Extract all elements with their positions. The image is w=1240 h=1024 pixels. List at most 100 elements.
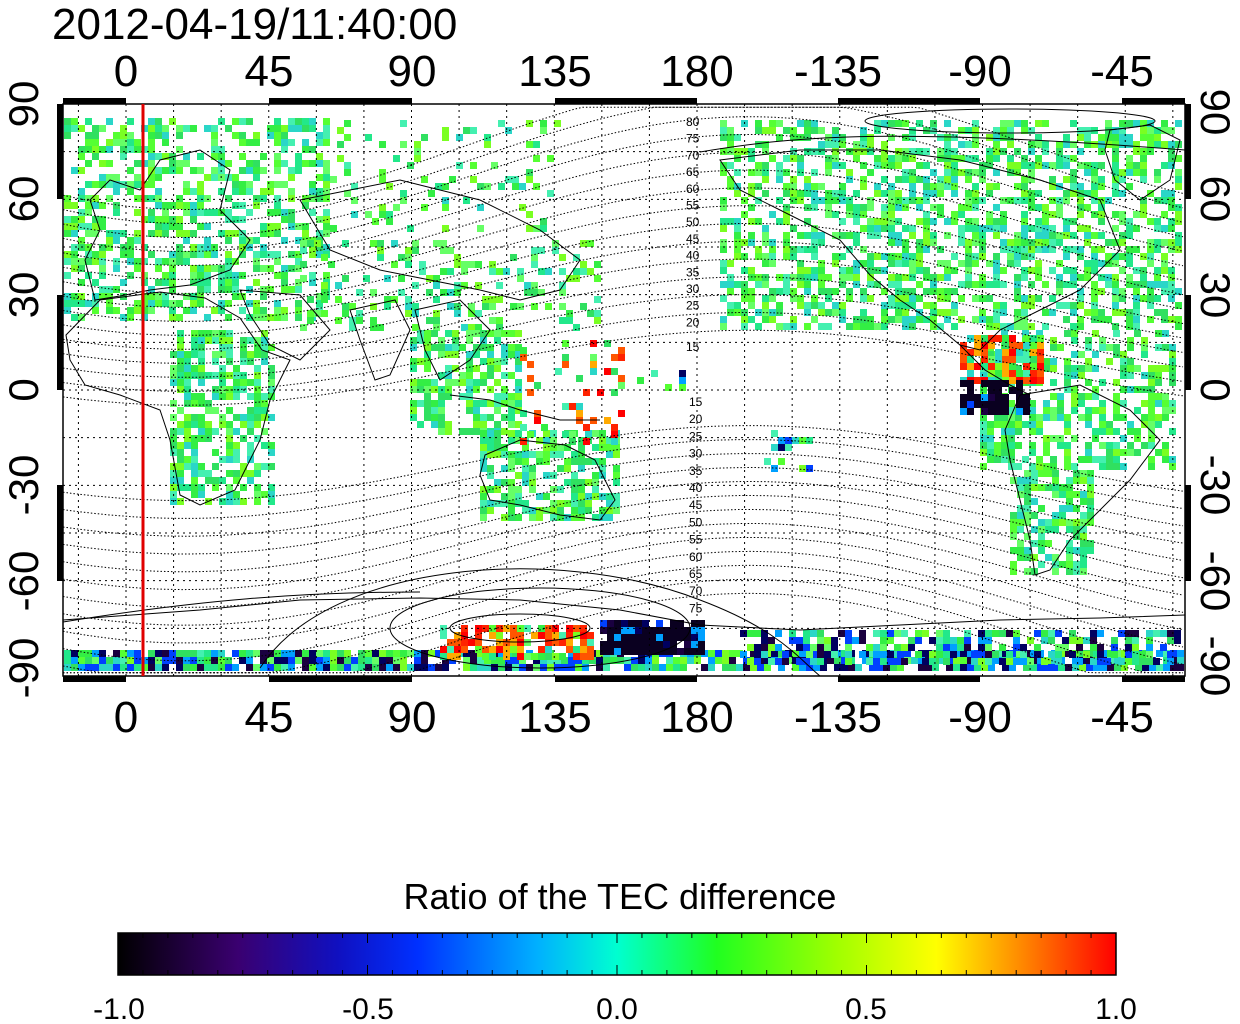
tec-cell bbox=[1042, 309, 1049, 316]
tec-cell bbox=[1161, 309, 1168, 316]
tec-cell bbox=[205, 428, 212, 435]
coastline bbox=[1104, 124, 1181, 201]
tec-cell bbox=[888, 295, 895, 302]
tec-cell bbox=[552, 632, 559, 639]
tec-cell bbox=[1016, 387, 1023, 394]
tec-cell bbox=[604, 368, 611, 375]
tec-cell bbox=[930, 309, 937, 316]
tec-cell bbox=[1106, 428, 1113, 435]
tec-cell bbox=[1017, 540, 1024, 547]
tec-cell bbox=[330, 225, 337, 232]
tec-cell bbox=[992, 630, 999, 637]
tec-cell bbox=[895, 288, 902, 295]
tec-cell bbox=[1113, 344, 1120, 351]
tec-cell bbox=[1042, 246, 1049, 253]
tec-cell bbox=[254, 407, 261, 414]
tec-cell bbox=[337, 155, 344, 162]
tec-cell bbox=[106, 307, 113, 314]
tec-cell bbox=[1127, 372, 1134, 379]
tec-cell bbox=[491, 664, 498, 671]
tec-cell bbox=[307, 317, 314, 324]
tec-cell bbox=[988, 401, 995, 408]
tec-cell bbox=[1015, 442, 1022, 449]
contour-label: 50 bbox=[686, 215, 700, 229]
tec-cell bbox=[1043, 358, 1050, 365]
tec-cell bbox=[1091, 141, 1098, 148]
tec-cell bbox=[564, 444, 571, 451]
tec-cell bbox=[515, 344, 522, 351]
tec-cell bbox=[755, 141, 762, 148]
tec-cell bbox=[198, 428, 205, 435]
tec-cell bbox=[867, 197, 874, 204]
tec-cell bbox=[190, 202, 197, 209]
tec-cell bbox=[1050, 463, 1057, 470]
tec-cell bbox=[1029, 414, 1036, 421]
tec-cell bbox=[155, 216, 162, 223]
tec-cell bbox=[569, 438, 576, 445]
tec-cell bbox=[811, 295, 818, 302]
tec-cell bbox=[985, 637, 992, 644]
tec-cell bbox=[176, 132, 183, 139]
tec-cell bbox=[1038, 526, 1045, 533]
tec-cell bbox=[1010, 547, 1017, 554]
tec-cell bbox=[783, 218, 790, 225]
tec-cell bbox=[177, 442, 184, 449]
lon-tick-top: 90 bbox=[388, 47, 437, 96]
tec-cell bbox=[1175, 120, 1182, 127]
tec-cell bbox=[543, 451, 550, 458]
tec-cell bbox=[797, 274, 804, 281]
tec-cell bbox=[487, 351, 494, 358]
tec-cell bbox=[813, 664, 820, 671]
tec-cell bbox=[881, 141, 888, 148]
tec-cell bbox=[169, 307, 176, 314]
tec-cell bbox=[867, 225, 874, 232]
tec-cell bbox=[205, 407, 212, 414]
tec-cell bbox=[113, 181, 120, 188]
tec-cell bbox=[1147, 141, 1154, 148]
tec-cell bbox=[691, 634, 698, 641]
tec-cell bbox=[515, 407, 522, 414]
tec-cell bbox=[197, 251, 204, 258]
tec-cell bbox=[768, 658, 775, 665]
contour-label: 45 bbox=[686, 232, 700, 246]
tec-cell bbox=[1023, 408, 1030, 415]
tec-cell bbox=[839, 316, 846, 323]
tec-cell bbox=[92, 195, 99, 202]
tec-cell bbox=[783, 183, 790, 190]
tec-cell bbox=[902, 176, 909, 183]
tec-cell bbox=[1066, 540, 1073, 547]
tec-cell bbox=[78, 650, 85, 657]
contour-label: 20 bbox=[686, 315, 700, 329]
tec-cell bbox=[148, 125, 155, 132]
tec-cell bbox=[1098, 134, 1105, 141]
tec-cell bbox=[510, 632, 517, 639]
tec-cell bbox=[99, 251, 106, 258]
tec-cell bbox=[1017, 519, 1024, 526]
tec-cell bbox=[1001, 442, 1008, 449]
tec-cell bbox=[501, 479, 508, 486]
tec-cell bbox=[99, 664, 106, 671]
tec-cell bbox=[487, 344, 494, 351]
tec-cell bbox=[1169, 428, 1176, 435]
tec-cell bbox=[204, 650, 211, 657]
tec-cell bbox=[543, 507, 550, 514]
tec-cell bbox=[407, 664, 414, 671]
tec-cell bbox=[980, 414, 987, 421]
tec-cell bbox=[400, 657, 407, 664]
tec-cell bbox=[978, 644, 985, 651]
tec-cell bbox=[198, 484, 205, 491]
tec-cell bbox=[769, 260, 776, 267]
tec-cell bbox=[466, 428, 473, 435]
tec-cell bbox=[846, 211, 853, 218]
tec-cell bbox=[652, 664, 659, 671]
tec-cell bbox=[219, 330, 226, 337]
tec-cell bbox=[1147, 316, 1154, 323]
tec-cell bbox=[302, 657, 309, 664]
tec-cell bbox=[817, 651, 824, 658]
tec-cell bbox=[496, 282, 503, 289]
tec-cell bbox=[1007, 246, 1014, 253]
tec-cell bbox=[218, 188, 225, 195]
tec-cell bbox=[573, 324, 580, 331]
tec-cell bbox=[247, 358, 254, 365]
